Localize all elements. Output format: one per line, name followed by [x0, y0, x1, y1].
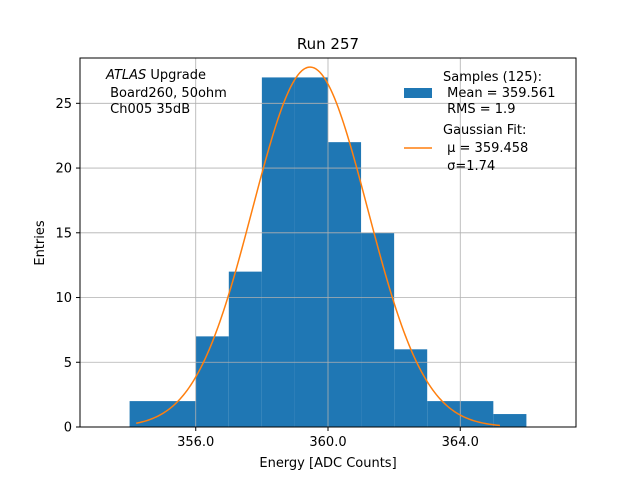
histogram-bar — [195, 336, 229, 427]
histogram-bar — [328, 142, 362, 427]
legend-fit-line-2: μ = 359.458 — [443, 141, 528, 156]
histogram-bar — [394, 349, 428, 427]
chart-title: Run 257 — [297, 35, 359, 53]
legend-samples-line-2: Mean = 359.561 — [443, 86, 555, 101]
x-tick-label: 360.0 — [309, 435, 346, 450]
legend-samples-swatch — [404, 88, 432, 98]
legend-fit-line-1: Gaussian Fit: — [443, 123, 526, 138]
legend: Samples (125): Mean = 359.561 RMS = 1.9 … — [404, 70, 555, 174]
histogram-bar — [228, 271, 262, 427]
atlas-annotation: ATLAS Upgrade Board260, 50ohm Ch005 35dB — [105, 68, 227, 117]
y-axis-label: Entries — [33, 220, 48, 266]
legend-samples-line-3: RMS = 1.9 — [443, 102, 515, 117]
gaussian-fit — [136, 66, 501, 427]
x-axis-ticks: 356.0 360.0 364.0 — [177, 427, 479, 450]
y-tick-label: 0 — [64, 421, 72, 436]
x-tick-label: 356.0 — [177, 435, 214, 450]
y-tick-label: 15 — [55, 226, 72, 241]
y-axis-ticks: 0 5 10 15 20 25 — [55, 97, 80, 436]
histogram-bar — [294, 77, 328, 427]
histogram-bars — [129, 77, 527, 427]
histogram-bar — [493, 414, 527, 427]
legend-fit-line-3: σ=1.74 — [443, 159, 495, 174]
annotation-line-2: Board260, 50ohm — [106, 86, 227, 101]
y-tick-label: 20 — [55, 162, 72, 177]
histogram-bar — [361, 232, 395, 427]
annotation-line-1: ATLAS Upgrade — [105, 68, 206, 83]
x-tick-label: 364.0 — [442, 435, 479, 450]
y-tick-label: 10 — [55, 291, 72, 306]
annotation-atlas: ATLAS — [105, 68, 146, 83]
annotation-line-3: Ch005 35dB — [106, 102, 190, 117]
y-tick-label: 5 — [64, 356, 72, 371]
annotation-upgrade: Upgrade — [146, 68, 206, 83]
x-axis-label: Energy [ADC Counts] — [259, 456, 396, 471]
gaussian-fit-curve — [136, 66, 501, 427]
legend-samples-line-1: Samples (125): — [443, 70, 542, 85]
y-tick-label: 25 — [55, 97, 72, 112]
histogram-bar — [261, 77, 295, 427]
